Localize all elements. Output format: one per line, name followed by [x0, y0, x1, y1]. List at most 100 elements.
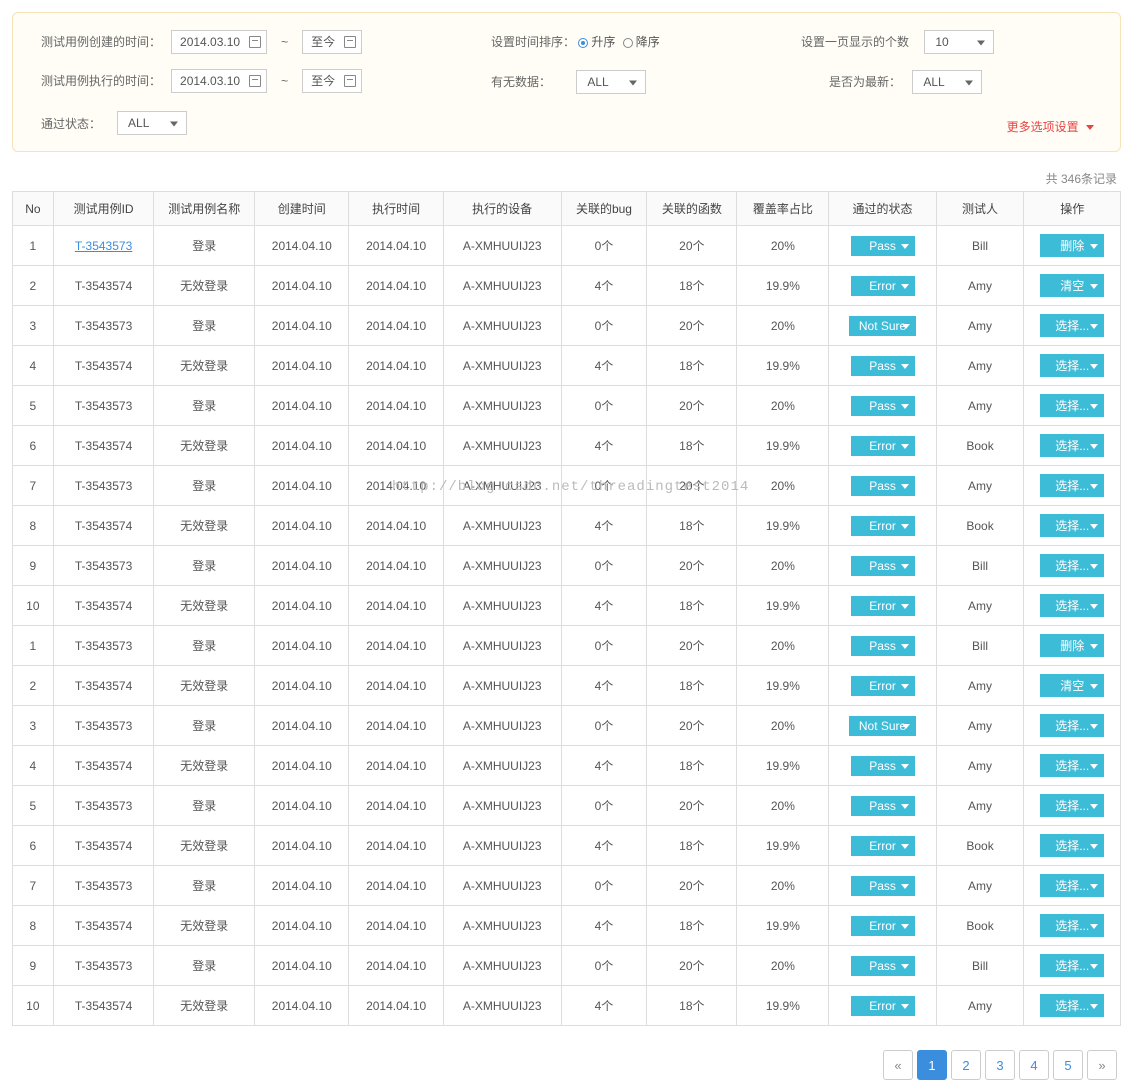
page-2[interactable]: 2 — [951, 1050, 981, 1080]
status-dropdown[interactable]: Error — [851, 916, 915, 936]
exec-from-date[interactable]: 2014.03.10 — [171, 74, 267, 88]
create-from-date[interactable]: 2014.03.10 — [171, 35, 267, 49]
status-dropdown[interactable]: Pass — [851, 476, 915, 496]
cell-id: T-3543573 — [53, 306, 154, 346]
dropdown-value: ALL — [587, 75, 608, 89]
table-row: 7T-3543573登录2014.04.102014.04.10A-XMHUUI… — [13, 466, 1121, 506]
status-dropdown[interactable]: Pass — [851, 396, 915, 416]
status-dropdown[interactable]: Error — [851, 836, 915, 856]
action-dropdown[interactable]: 选择... — [1040, 394, 1104, 417]
chevron-down-icon — [1090, 884, 1098, 889]
cell-func: 18个 — [647, 506, 737, 546]
action-dropdown[interactable]: 选择... — [1040, 354, 1104, 377]
is-latest-dropdown[interactable]: ALL — [912, 70, 982, 94]
more-options-toggle[interactable]: 更多选项设置 — [1007, 118, 1094, 135]
cell-no: 10 — [13, 986, 54, 1026]
status-dropdown[interactable]: Error — [851, 276, 915, 296]
cell-id: T-3543574 — [53, 586, 154, 626]
status-dropdown[interactable]: Pass — [851, 796, 915, 816]
radio-asc[interactable]: 升序 — [578, 35, 615, 49]
create-to-date[interactable]: 至今 — [302, 33, 362, 50]
exec-to-date[interactable]: 至今 — [302, 72, 362, 89]
cell-func: 18个 — [647, 906, 737, 946]
action-dropdown[interactable]: 选择... — [1040, 834, 1104, 857]
cell-name: 无效登录 — [154, 586, 255, 626]
id-link[interactable]: T-3543573 — [75, 239, 132, 253]
cell-name: 无效登录 — [154, 826, 255, 866]
action-dropdown[interactable]: 选择... — [1040, 994, 1104, 1017]
status-dropdown[interactable]: Pass — [851, 236, 915, 256]
cell-no: 7 — [13, 466, 54, 506]
table-row: 4T-3543574无效登录2014.04.102014.04.10A-XMHU… — [13, 346, 1121, 386]
chevron-down-icon — [1090, 1004, 1098, 1009]
date-value: 2014.03.10 — [171, 69, 267, 93]
status-dropdown[interactable]: Pass — [851, 876, 915, 896]
action-dropdown[interactable]: 选择... — [1040, 914, 1104, 937]
action-dropdown[interactable]: 选择... — [1040, 314, 1104, 337]
cell-coverage: 20% — [737, 226, 829, 266]
status-dropdown[interactable]: Error — [851, 436, 915, 456]
pass-state-dropdown[interactable]: ALL — [117, 111, 187, 135]
status-dropdown[interactable]: Pass — [851, 756, 915, 776]
cell-etime: 2014.04.10 — [349, 306, 443, 346]
radio-desc[interactable]: 降序 — [623, 35, 660, 49]
action-dropdown[interactable]: 清空 — [1040, 674, 1104, 697]
cell-status: Pass — [829, 866, 936, 906]
action-dropdown[interactable]: 选择... — [1040, 794, 1104, 817]
action-dropdown[interactable]: 选择... — [1040, 874, 1104, 897]
status-dropdown[interactable]: Not Sure — [849, 716, 916, 736]
action-dropdown[interactable]: 选择... — [1040, 714, 1104, 737]
chevron-down-icon — [901, 684, 909, 689]
has-data-dropdown[interactable]: ALL — [576, 70, 646, 94]
status-dropdown[interactable]: Pass — [851, 556, 915, 576]
chevron-down-icon — [901, 484, 909, 489]
cell-device: A-XMHUUIJ23 — [443, 586, 561, 626]
status-dropdown[interactable]: Pass — [851, 636, 915, 656]
cell-device: A-XMHUUIJ23 — [443, 826, 561, 866]
action-dropdown[interactable]: 选择... — [1040, 754, 1104, 777]
action-dropdown[interactable]: 选择... — [1040, 474, 1104, 497]
cell-status: Pass — [829, 946, 936, 986]
cell-name: 登录 — [154, 706, 255, 746]
page-prev[interactable]: « — [883, 1050, 913, 1080]
table-row: 4T-3543574无效登录2014.04.102014.04.10A-XMHU… — [13, 746, 1121, 786]
status-dropdown[interactable]: Not Sure — [849, 316, 916, 336]
cell-ctime: 2014.04.10 — [255, 666, 349, 706]
cell-etime: 2014.04.10 — [349, 666, 443, 706]
action-dropdown[interactable]: 选择... — [1040, 954, 1104, 977]
action-dropdown[interactable]: 删除 — [1040, 234, 1104, 257]
cell-id: T-3543574 — [53, 666, 154, 706]
cell-status: Error — [829, 426, 936, 466]
cell-bug: 0个 — [561, 786, 647, 826]
per-page-dropdown[interactable]: 10 — [924, 30, 994, 54]
status-dropdown[interactable]: Pass — [851, 356, 915, 376]
cell-name: 无效登录 — [154, 666, 255, 706]
status-dropdown[interactable]: Error — [851, 676, 915, 696]
page-3[interactable]: 3 — [985, 1050, 1015, 1080]
page-5[interactable]: 5 — [1053, 1050, 1083, 1080]
status-dropdown[interactable]: Error — [851, 596, 915, 616]
action-dropdown[interactable]: 选择... — [1040, 594, 1104, 617]
page-4[interactable]: 4 — [1019, 1050, 1049, 1080]
col-op: 操作 — [1024, 192, 1121, 226]
cell-tester: Amy — [936, 346, 1024, 386]
page-next[interactable]: » — [1087, 1050, 1117, 1080]
cell-name: 无效登录 — [154, 746, 255, 786]
chevron-down-icon — [1090, 684, 1098, 689]
status-dropdown[interactable]: Pass — [851, 956, 915, 976]
cell-etime: 2014.04.10 — [349, 226, 443, 266]
cell-name: 无效登录 — [154, 506, 255, 546]
action-dropdown[interactable]: 删除 — [1040, 634, 1104, 657]
action-dropdown[interactable]: 选择... — [1040, 434, 1104, 457]
cell-op: 选择... — [1024, 426, 1121, 466]
cell-name: 无效登录 — [154, 986, 255, 1026]
action-dropdown[interactable]: 选择... — [1040, 554, 1104, 577]
cell-bug: 4个 — [561, 346, 647, 386]
action-dropdown[interactable]: 清空 — [1040, 274, 1104, 297]
table-row: 10T-3543574无效登录2014.04.102014.04.10A-XMH… — [13, 986, 1121, 1026]
status-dropdown[interactable]: Error — [851, 516, 915, 536]
page-1[interactable]: 1 — [917, 1050, 947, 1080]
cell-status: Error — [829, 666, 936, 706]
status-dropdown[interactable]: Error — [851, 996, 915, 1016]
action-dropdown[interactable]: 选择... — [1040, 514, 1104, 537]
